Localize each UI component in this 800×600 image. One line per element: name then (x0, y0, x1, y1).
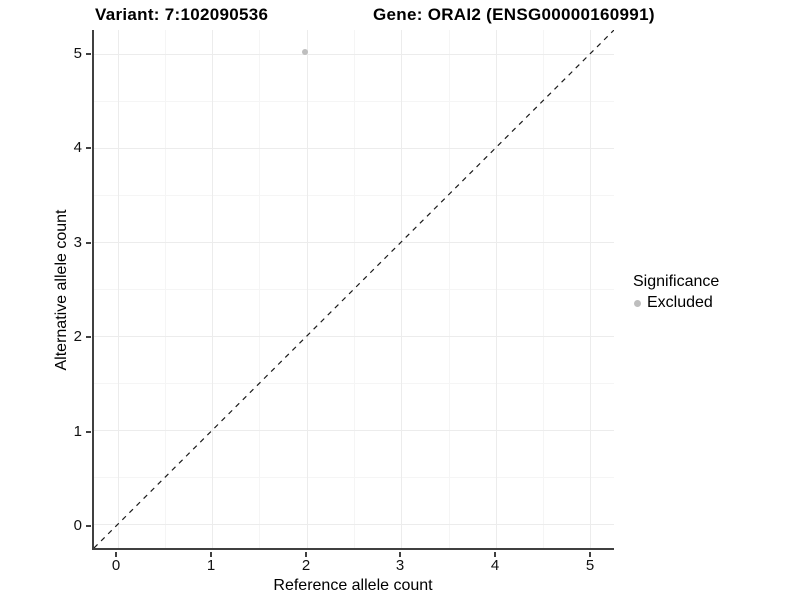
grid-major-v (495, 30, 497, 548)
grid-major-h (94, 524, 614, 526)
grid-minor-h (94, 194, 614, 196)
x-tick-label: 2 (301, 557, 311, 574)
x-tick-mark (494, 552, 496, 557)
grid-major-v (306, 30, 308, 548)
plot-title-variant: Variant: 7:102090536 (95, 5, 269, 24)
x-tick-label: 0 (111, 557, 121, 574)
x-tick-label: 3 (395, 557, 405, 574)
grid-major-h (94, 241, 614, 243)
x-tick-mark (210, 552, 212, 557)
x-tick-label: 5 (585, 557, 595, 574)
grid-minor-h (94, 477, 614, 479)
y-tick-mark (86, 525, 91, 527)
y-tick-mark (86, 147, 91, 149)
y-axis-title: Alternative allele count (53, 209, 70, 371)
plot-title-gene: Gene: ORAI2 (ENSG00000160991) (373, 5, 655, 24)
x-tick-mark (399, 552, 401, 557)
legend-item-excluded: Excluded (630, 293, 719, 313)
y-tick-mark (86, 242, 91, 244)
y-tick-label: 4 (73, 139, 82, 156)
x-tick-mark (305, 552, 307, 557)
grid-major-h (94, 336, 614, 338)
y-tick-label: 1 (73, 423, 82, 440)
x-axis-title: Reference allele count (273, 577, 433, 594)
grid-major-h (94, 430, 614, 432)
y-tick-label: 3 (73, 234, 82, 251)
plot-panel (92, 30, 614, 550)
grid-major-v (590, 30, 592, 548)
y-tick-label: 5 (73, 45, 82, 62)
x-tick-label: 4 (490, 557, 500, 574)
grid-minor-h (94, 289, 614, 290)
identity-line (94, 30, 614, 548)
data-point-excluded (302, 49, 308, 55)
grid-minor-h (94, 100, 614, 102)
y-tick-mark (86, 336, 91, 338)
grid-minor-h (94, 383, 614, 385)
legend-key-dot-icon (634, 299, 641, 307)
grid-major-v (401, 30, 403, 548)
x-tick-label: 1 (206, 557, 216, 574)
legend: Significance Excluded (630, 272, 719, 313)
grid-major-v (117, 30, 119, 548)
legend-title: Significance (633, 273, 720, 290)
y-tick-label: 2 (73, 328, 82, 345)
grid-major-v (212, 30, 214, 548)
y-tick-label: 0 (73, 517, 82, 534)
x-tick-mark (589, 552, 591, 557)
y-tick-mark (86, 53, 91, 55)
x-tick-mark (115, 552, 117, 557)
legend-item-label: Excluded (647, 294, 713, 311)
grid-major-h (94, 53, 614, 55)
y-tick-mark (86, 431, 91, 433)
grid-major-h (94, 147, 614, 149)
